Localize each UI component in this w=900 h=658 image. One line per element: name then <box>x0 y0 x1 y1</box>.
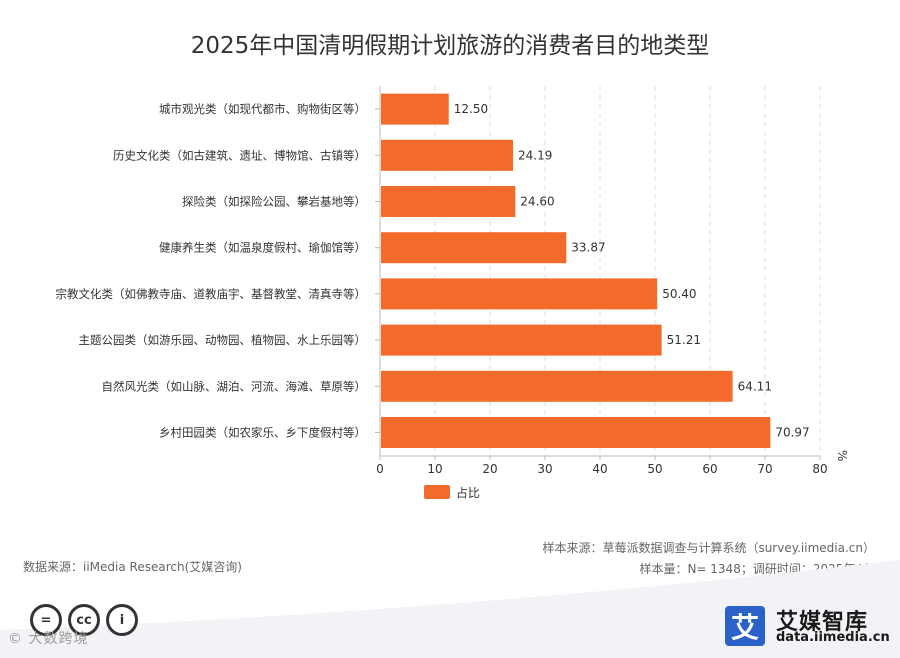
x-tick-label: 10 <box>427 462 442 476</box>
unit-label: % <box>835 450 849 461</box>
x-tick-label: 60 <box>702 462 717 476</box>
bar <box>381 417 771 448</box>
category-label: 探险类（如探险公园、攀岩基地等） <box>182 195 366 209</box>
x-tick-label: 20 <box>482 462 497 476</box>
category-label: 城市观光类（如现代都市、购物街区等） <box>159 102 366 116</box>
value-label: 12.50 <box>454 102 488 116</box>
chart-title: 2025年中国清明假期计划旅游的消费者目的地类型 <box>190 33 710 59</box>
bar-chart: 城市观光类（如现代都市、购物街区等） 12.50 历史文化类（如古建筑、遗址、博物馆… <box>56 86 849 500</box>
category-label: 历史文化类（如古建筑、遗址、博物馆、古镇等） <box>113 148 366 162</box>
sample-source-text: 样本来源：草莓派数据调查与计算系统（survey.iimedia.cn） <box>542 541 875 555</box>
category-label: 乡村田园类（如农家乐、乡下度假村等） <box>159 426 366 440</box>
x-tick-label: 50 <box>647 462 662 476</box>
category-label: 健康养生类（如温泉度假村、瑜伽馆等） <box>159 241 366 255</box>
value-label: 51.21 <box>667 333 701 347</box>
x-tick-label: 0 <box>376 462 384 476</box>
bar <box>381 186 516 217</box>
bar <box>381 232 567 264</box>
x-tick-label: 70 <box>757 462 772 476</box>
value-label: 33.87 <box>571 241 605 255</box>
value-label: 50.40 <box>662 287 696 301</box>
value-label: 64.11 <box>738 379 772 393</box>
footer-swoosh <box>0 560 900 658</box>
license-icons: = cc i <box>30 604 138 636</box>
category-label: 自然风光类（如山脉、湖泊、河流、海滩、草原等） <box>102 379 367 393</box>
legend-swatch <box>424 485 450 499</box>
x-tick-label: 80 <box>812 462 827 476</box>
brand-name: 艾媒智库 <box>776 610 869 635</box>
category-label: 宗教文化类（如佛教寺庙、道教庙宇、基督教堂、清真寺等） <box>56 287 367 301</box>
cc-icon: cc <box>68 604 100 636</box>
x-tick-label: 30 <box>537 462 552 476</box>
value-label: 70.97 <box>775 426 809 440</box>
equals-icon: = <box>30 604 62 636</box>
bar <box>381 324 662 356</box>
bar <box>381 278 658 310</box>
value-label: 24.19 <box>518 148 552 162</box>
brand-url: data.iimedia.cn <box>776 630 890 645</box>
category-label: 主题公园类（如游乐园、动物园、植物园、水上乐园等） <box>79 333 367 347</box>
iimedia-logo-icon: 艾 <box>725 606 765 646</box>
person-icon: i <box>106 604 138 636</box>
legend-label: 占比 <box>456 485 480 500</box>
bar <box>381 93 449 125</box>
bar <box>381 370 733 402</box>
value-label: 24.60 <box>520 195 554 209</box>
x-tick-label: 40 <box>592 462 607 476</box>
bar <box>381 139 514 171</box>
data-source-text: 数据来源：iiMedia Research(艾媒咨询) <box>23 560 242 574</box>
watermark-text: © 大数跨境 <box>8 631 89 647</box>
